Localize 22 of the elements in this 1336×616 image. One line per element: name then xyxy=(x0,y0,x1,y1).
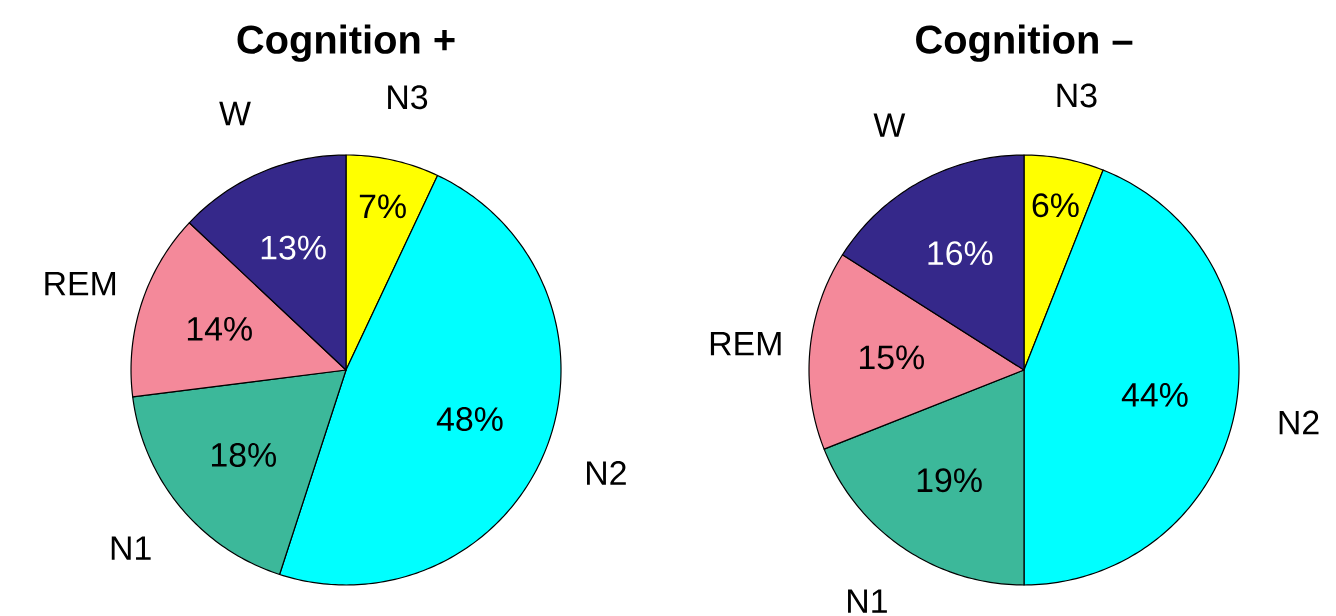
data-label: 48% xyxy=(436,406,503,431)
slice-label: REM xyxy=(710,331,781,356)
data-label: 15% xyxy=(859,345,924,370)
data-label: 13% xyxy=(261,235,326,260)
data-label: 7% xyxy=(359,194,406,219)
chart-title: Cognition + xyxy=(237,24,455,62)
data-label: 14% xyxy=(187,316,252,341)
slice-label: W xyxy=(873,113,906,137)
slice-label: N1 xyxy=(848,589,887,613)
slice-label: N3 xyxy=(1057,83,1097,108)
data-label: 19% xyxy=(917,468,982,493)
slice-label: N3 xyxy=(388,85,428,110)
data-label: 6% xyxy=(1032,193,1079,218)
data-label: 18% xyxy=(211,442,276,467)
slice-label: N2 xyxy=(1279,410,1319,435)
slice-label: W xyxy=(219,101,251,126)
slice-label: REM xyxy=(45,271,116,296)
chart-title: Cognition – xyxy=(916,24,1133,62)
data-label: 44% xyxy=(1121,383,1188,407)
data-label: 16% xyxy=(928,241,993,266)
slice-label: N2 xyxy=(587,460,626,485)
slice-label: N1 xyxy=(111,536,151,560)
